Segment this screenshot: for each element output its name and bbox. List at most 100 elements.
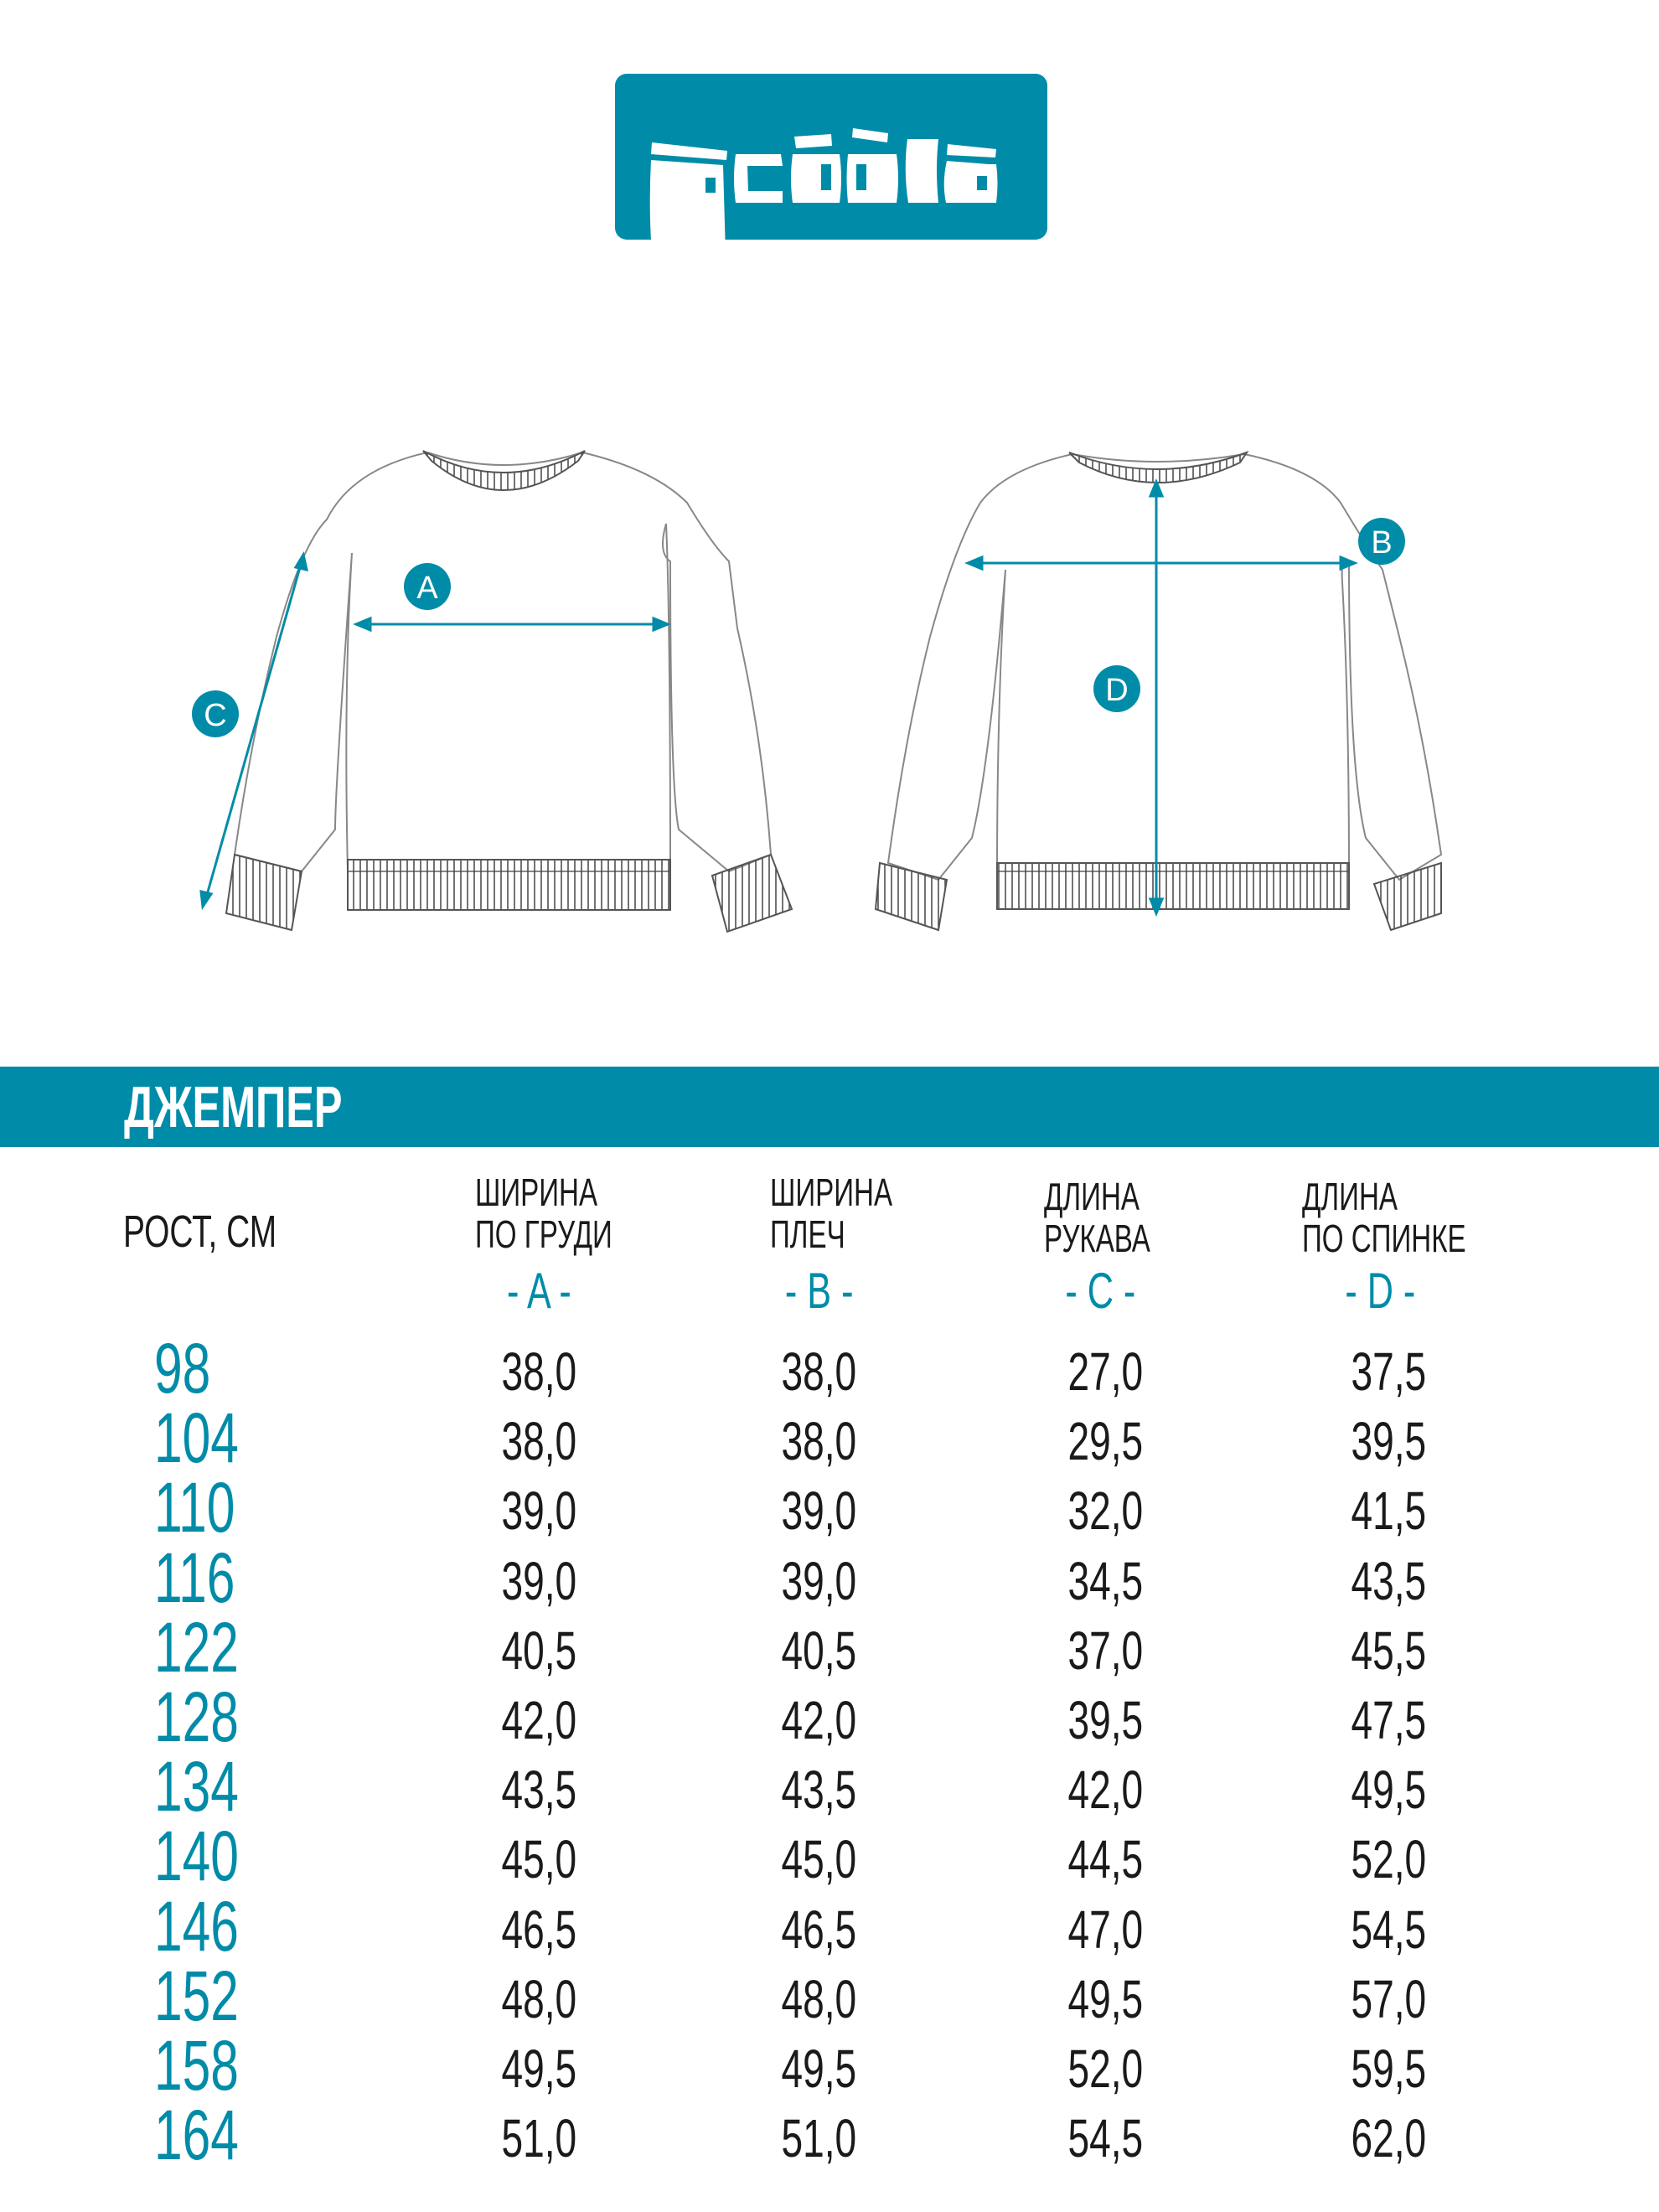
marker-a [404,563,451,610]
height-value: 128 [154,1682,271,1752]
measurement-value: 40,5 [781,1620,856,1681]
marker-d-label: D [1105,673,1128,708]
measurement-value: 43,5 [781,1760,856,1821]
sweater-front-outline [233,451,773,873]
measurement-cell: 38,0 [735,1407,902,1476]
measurement-cell: 49,5 [735,2034,902,2104]
height-value-text: 116 [154,1538,235,1617]
measurement-cell: 38,0 [455,1337,623,1407]
measurement-value: 39,0 [781,1550,856,1611]
marker-b-label: B [1371,525,1392,561]
measurement-cell: 59,5 [1305,2034,1472,2104]
collar-ribbing [422,450,586,491]
measurement-value: 48,0 [781,1968,856,2029]
measurement-cell: 38,0 [455,1407,623,1476]
col-a-line1: ШИРИНА [475,1171,598,1214]
hem-ribbing [347,859,671,911]
height-value-text: 128 [154,1677,239,1756]
height-value: 158 [154,2030,271,2101]
table-row: 110 39,0 39,0 32,0 41,5 [0,1468,1659,1548]
measurement-cell: 40,5 [735,1616,902,1686]
measurement-cell: 54,5 [1021,2104,1189,2173]
measurement-cell: 42,0 [1021,1755,1189,1825]
column-letter-a: - A - [455,1266,623,1316]
column-header-c: ДЛИНА РУКАВА [1044,1176,1191,1259]
height-value-text: 146 [154,1886,239,1966]
column-letter-b: - B - [736,1266,903,1316]
letter-c: - C - [1065,1263,1135,1319]
measurement-cell: 39,5 [1305,1407,1472,1476]
product-title: ДЖЕМПЕР [124,1075,427,1139]
sweater-front-diagram: A C [192,450,793,933]
measurement-cell: 43,5 [1305,1547,1472,1616]
height-value: 146 [154,1886,271,1966]
measurement-cell: 52,0 [1305,1825,1472,1894]
marker-c-label: C [204,698,226,733]
table-row: 128 42,0 42,0 39,5 47,5 [0,1682,1659,1752]
measurement-cell: 48,0 [735,1965,902,2034]
measurement-value: 37,5 [1351,1341,1426,1402]
table-row: 164 51,0 51,0 54,5 62,0 [0,2100,1659,2173]
height-header-text: РОСТ, СМ [123,1207,277,1257]
marker-a-label: A [416,571,438,606]
col-a-line2: ПО ГРУДИ [475,1212,612,1256]
measurement-cell: 39,0 [455,1547,623,1616]
table-row: 146 46,5 46,5 47,0 54,5 [0,1886,1659,1966]
measurement-cell: 39,0 [455,1476,623,1546]
measurement-cell: 32,0 [1021,1476,1189,1546]
measurement-value: 38,0 [501,1341,576,1402]
measurement-value: 44,5 [1067,1829,1143,1890]
table-row: 122 40,5 40,5 37,0 45,5 [0,1612,1659,1682]
collar-ribbing-back [1068,450,1249,483]
measurement-value: 54,5 [1351,1899,1426,1960]
measurement-cell: 47,5 [1305,1686,1472,1755]
letter-d: - D - [1345,1263,1415,1319]
measurement-cell: 49,5 [1021,1965,1189,2034]
height-value-text: 110 [154,1468,235,1548]
measurement-value: 39,5 [1351,1411,1426,1472]
measurement-value: 32,0 [1067,1481,1143,1542]
hem-ribbing-back [996,862,1350,910]
col-c-line2: РУКАВА [1044,1217,1150,1260]
measurement-value: 43,5 [501,1760,576,1821]
measurement-cell: 47,0 [1021,1895,1189,1965]
measure-arrows-front [199,551,671,911]
height-value: 140 [154,1821,271,1891]
height-value-text: 104 [154,1398,239,1478]
measurement-cell: 46,5 [455,1895,623,1965]
measurement-value: 38,0 [501,1411,576,1472]
letter-b: - B - [785,1263,854,1319]
brand-logo [615,74,1047,255]
marker-c [192,690,239,737]
measurement-value: 39,0 [501,1481,576,1542]
measurement-value: 59,5 [1351,2039,1426,2099]
measurement-cell: 54,5 [1305,1895,1472,1965]
measurement-cell: 40,5 [455,1616,623,1686]
measurement-cell: 39,5 [1021,1686,1189,1755]
marker-d [1093,665,1140,712]
measurement-value: 47,0 [1067,1899,1143,1960]
cuff-right [711,853,793,933]
measurement-value: 45,0 [501,1829,576,1890]
height-value: 152 [154,1961,271,2031]
col-d-line1: ДЛИНА [1302,1175,1398,1218]
column-header-a: ШИРИНА ПО ГРУДИ [475,1171,666,1255]
column-header-d: ДЛИНА ПО СПИНКЕ [1302,1176,1530,1259]
measurement-value: 40,5 [501,1620,576,1681]
measurement-cell: 39,0 [735,1476,902,1546]
measurement-value: 49,5 [1351,1760,1426,1821]
measurement-cell: 38,0 [735,1337,902,1407]
measurement-cell: 57,0 [1305,1965,1472,2034]
measurement-value: 47,5 [1351,1690,1426,1750]
measurement-cell: 29,5 [1021,1407,1189,1476]
measure-arrows-back [964,478,1358,917]
measurement-value: 42,0 [781,1690,856,1750]
sweater-back-outline [886,452,1443,881]
measurement-cell: 48,0 [455,1965,623,2034]
measurement-value: 52,0 [1351,1829,1426,1890]
measurement-value: 38,0 [781,1411,856,1472]
measurement-value: 34,5 [1067,1550,1143,1611]
height-value: 122 [154,1612,271,1682]
measurement-cell: 51,0 [735,2104,902,2173]
measurement-value: 51,0 [501,2108,576,2169]
